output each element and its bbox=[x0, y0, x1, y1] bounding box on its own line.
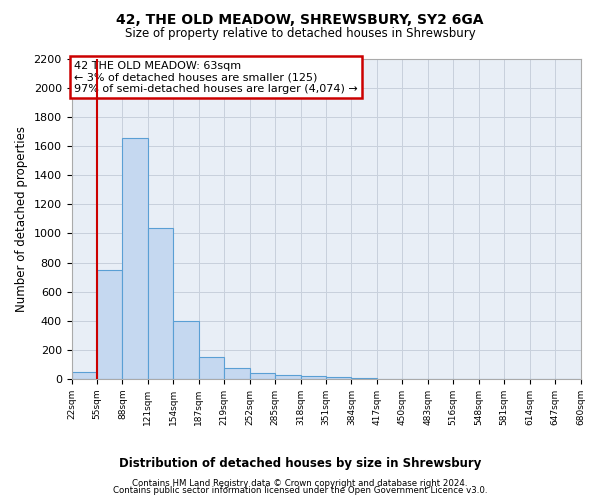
Bar bbox=[352, 378, 377, 379]
Text: Distribution of detached houses by size in Shrewsbury: Distribution of detached houses by size … bbox=[119, 458, 481, 470]
Bar bbox=[173, 320, 199, 379]
Text: 42 THE OLD MEADOW: 63sqm
← 3% of detached houses are smaller (125)
97% of semi-d: 42 THE OLD MEADOW: 63sqm ← 3% of detache… bbox=[74, 60, 358, 94]
Bar bbox=[224, 368, 250, 379]
Bar bbox=[275, 374, 301, 379]
Y-axis label: Number of detached properties: Number of detached properties bbox=[15, 126, 28, 312]
Bar bbox=[71, 372, 97, 379]
Text: Size of property relative to detached houses in Shrewsbury: Size of property relative to detached ho… bbox=[125, 28, 475, 40]
Text: Contains public sector information licensed under the Open Government Licence v3: Contains public sector information licen… bbox=[113, 486, 487, 495]
Bar bbox=[250, 373, 275, 379]
Bar bbox=[122, 138, 148, 379]
Bar bbox=[326, 376, 352, 379]
Bar bbox=[199, 357, 224, 379]
Bar bbox=[97, 270, 122, 379]
Bar bbox=[148, 228, 173, 379]
Bar bbox=[301, 376, 326, 379]
Text: 42, THE OLD MEADOW, SHREWSBURY, SY2 6GA: 42, THE OLD MEADOW, SHREWSBURY, SY2 6GA bbox=[116, 12, 484, 26]
Text: Contains HM Land Registry data © Crown copyright and database right 2024.: Contains HM Land Registry data © Crown c… bbox=[132, 478, 468, 488]
